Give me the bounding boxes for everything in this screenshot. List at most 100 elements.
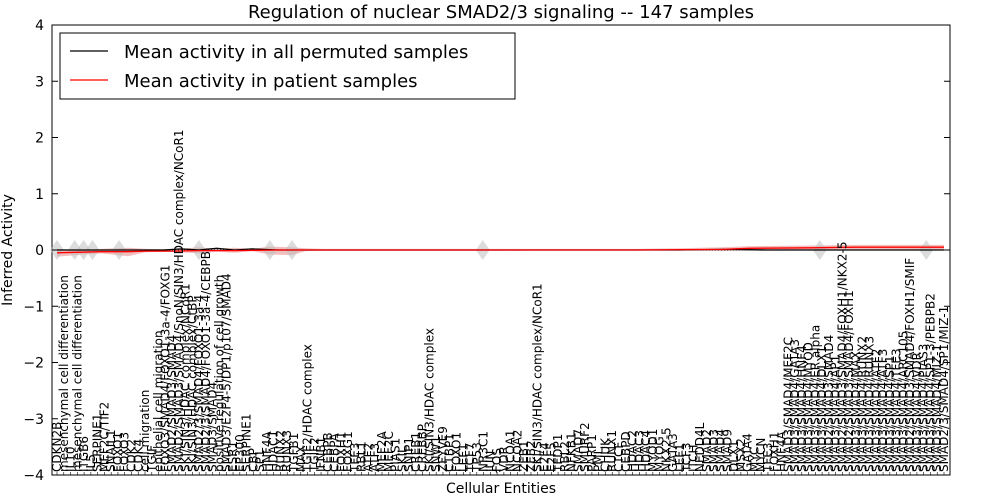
legend-label-patient: Mean activity in patient samples [124, 71, 418, 92]
x-tick-label-118: SMAD3/SMAD4/MAX [849, 351, 863, 472]
x-tick-label-63: NR3C1 [477, 431, 491, 472]
x-tick-label-100: DLX1 [727, 440, 741, 472]
x-tick-label-105: TFE3 [761, 443, 775, 473]
x-tick-label-20: SKI/SIN3/HDAC complex/CtBP [185, 295, 199, 472]
x-tick-label-127: SMAD3/SMAD4/VDR [910, 352, 924, 472]
series-line-1 [56, 246, 944, 254]
x-tick-label-19: SKI/SIN3/HDAC complex/NCoR1 [179, 283, 193, 472]
x-tick-label-5: IL5 [84, 454, 98, 472]
x-tick-label-82: RUNX1 [605, 430, 619, 472]
x-tick-label-34: RUNX3 [280, 430, 294, 472]
x-tick-label-22: SMAD2/3/SMAD4/FOXO1-3a-4/CEBPB [199, 251, 213, 472]
x-tick-label-79: PARP1 [585, 434, 599, 472]
x-tick-label-17: SMAD2/SMAD3/SMAD4 [165, 335, 179, 472]
x-tick-label-32: HDAC1 [267, 430, 281, 472]
x-tick-label-53: CREB1 [409, 432, 423, 472]
x-tick-label-39: IFNB1 [314, 437, 328, 472]
x-tick-label-109: SMAD3/SMAD4/GATA3 [788, 339, 802, 472]
x-tick-label-85: HDAC2 [626, 430, 640, 472]
x-tick-label-126: SMAD2/SMAD3/SMAD4/FOXH1/SMIF [903, 258, 917, 472]
x-tick-label-62: TP53 [470, 442, 484, 473]
x-tick-label-58: CTBP1 [443, 433, 457, 472]
x-tick-label-36: MAX [294, 445, 308, 472]
y-tick-label-3: −1 [23, 299, 44, 315]
x-tick-label-16: FOXO3/SMAD4/FOXO1-3a-4/FOXG1 [158, 265, 172, 472]
x-tick-label-1: mesenchymal cell differentiation [57, 275, 71, 472]
x-tick-label-30: SP1 [253, 450, 267, 473]
x-tick-label-75: RBL2 [558, 441, 572, 472]
x-tick-label-28: SERPINE1 [240, 413, 254, 472]
x-tick-label-12: CDK4 [131, 439, 145, 472]
y-tick-label-6: 2 [35, 131, 44, 147]
x-tick-label-67: NCOA1 [504, 430, 518, 472]
y-tick-label-2: −2 [23, 356, 44, 372]
x-tick-label-101: MSX2 [734, 438, 748, 472]
chart-title: Regulation of nuclear SMAD2/3 signaling … [248, 2, 754, 23]
x-tick-label-54: CREBBP [416, 424, 430, 472]
y-tick-label-4: 0 [35, 243, 44, 259]
x-tick-label-76: NFKB1 [565, 432, 579, 472]
x-tick-label-48: MEF2A [375, 431, 389, 472]
x-tick-label-87: HDAC4 [639, 430, 653, 472]
x-tick-label-98: SMAD4 [714, 429, 728, 472]
legend-label-permuted: Mean activity in all permuted samples [124, 42, 468, 63]
x-tick-label-23: SMAD3/SMAD4 [206, 382, 220, 472]
x-tick-label-61: TCF7 [463, 442, 477, 473]
x-tick-label-47: ATF3 [368, 443, 382, 472]
x-tick-label-97: SMAD3 [707, 429, 721, 472]
x-tick-label-123: SMAD3/SMAD4/SP1 [883, 355, 897, 472]
x-tick-label-103: MYC [747, 447, 761, 472]
x-tick-label-8: SNAIL1 [104, 429, 118, 472]
y-tick-label-5: 1 [35, 187, 44, 203]
x-tick-label-93: TCF3 [680, 442, 694, 473]
x-tick-label-7: MEF2C/TIF2 [97, 402, 111, 472]
x-tick-label-25: SMAD3/E2F4-5/DP1/p107/SMAD4 [219, 273, 233, 472]
y-tick-label-0: −4 [23, 468, 44, 484]
x-tick-label-121: SMAD3/SMAD4/ATF2 [869, 349, 883, 472]
x-tick-label-86: HDAC3 [632, 430, 646, 472]
x-tick-label-56: SNW1 [429, 436, 443, 472]
x-tick-label-26: ESR1 [226, 441, 240, 472]
x-tick-label-70: ZEB2 [524, 440, 538, 472]
x-tick-label-43: FOXG1 [341, 431, 355, 472]
series-layer [52, 246, 950, 254]
x-tick-label-89: MYOG [653, 436, 667, 472]
x-tick-label-124: SMAD3/SMAD4/TFE3 [890, 348, 904, 472]
x-tick-label-71: SKI/SIN3/HDAC complex/NCoR1 [531, 283, 545, 472]
x-tick-label-78: SMURF2 [578, 422, 592, 472]
x-tick-label-119: SMAD3/SMAD4/RUNX2 [856, 336, 870, 472]
legend: Mean activity in all permuted samples Me… [59, 32, 516, 100]
x-tick-label-9: FOXO1 [111, 432, 125, 472]
x-tick-label-68: NCOA2 [510, 430, 524, 472]
x-tick-label-10: FOXO3 [118, 432, 132, 472]
x-tick-label-74: TFDP1 [551, 434, 565, 473]
x-tick-label-0: CDKN2B [50, 422, 64, 472]
x-tick-label-108: SMAD3/SMAD4/MEF2C [781, 337, 795, 472]
x-tick-label-110: SMAD3/SMAD4/HNF4 [795, 345, 809, 472]
x-tick-label-69: ZEB1 [517, 440, 531, 472]
x-tick-label-44: TFE3 [348, 443, 362, 473]
spread-band [57, 244, 944, 257]
x-tick-label-66: VDR [497, 446, 511, 472]
x-tick-label-115: SMAD3/SMAD4/AP1 [829, 355, 843, 472]
x-tick-label-6: SERPINE1 [91, 413, 105, 472]
x-tick-label-90: NKX2-5 [659, 427, 673, 472]
x-tick-label-112: SMAD3/SMAD4/ER alpha [808, 325, 822, 472]
x-tick-label-120: SMAD3/SMAD4/RUNX3 [863, 336, 877, 472]
x-tick-label-130: SMAD3/SMAD4/MIZ-1 [930, 344, 944, 472]
x-tick-label-102: GATA4 [741, 433, 755, 472]
x-tick-label-52: SNIP1 [402, 437, 416, 472]
x-axis-label: Cellular Entities [446, 481, 556, 497]
legend-box [59, 32, 516, 100]
y-axis: −4 −3 −2 −1 0 1 2 3 4 [23, 18, 950, 484]
x-tick-label-99: SMAD9 [720, 429, 734, 472]
x-tick-label-125: SMAD3/SMAD4/ARC105 [896, 331, 910, 472]
x-tick-label-49: MEF2C [382, 431, 396, 472]
y-tick-label-1: −3 [23, 412, 44, 428]
x-tick-label-72: E2F4 [538, 442, 552, 472]
x-tick-label-45: RBL1 [355, 441, 369, 472]
x-tick-label-117: SMAD2/SMAD3/SMAD4/FOXH1 [842, 290, 856, 472]
series-line-0 [57, 247, 944, 251]
x-tick-label-41: CEBPA [328, 432, 342, 472]
